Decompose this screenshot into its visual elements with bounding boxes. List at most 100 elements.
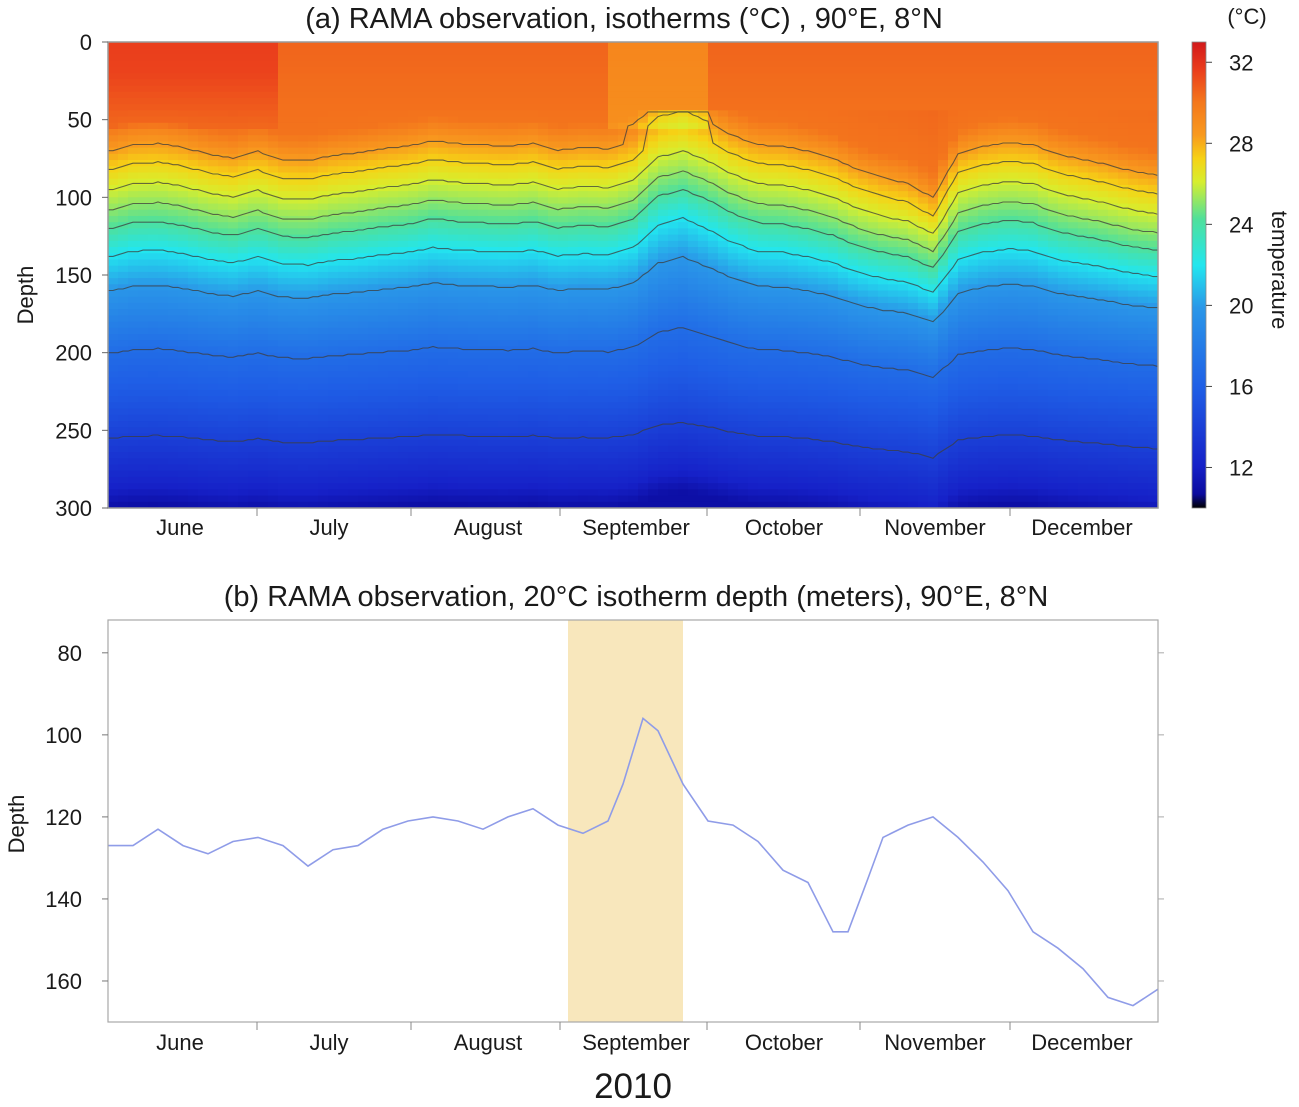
heatmap-cell	[428, 489, 439, 497]
heatmap-cell	[238, 110, 249, 118]
heatmap-cell	[768, 160, 779, 167]
heatmap-cell	[278, 402, 289, 410]
heatmap-cell	[678, 483, 689, 490]
heatmap-cell	[108, 184, 119, 192]
heatmap-cell	[528, 309, 539, 316]
heatmap-cell	[768, 135, 779, 143]
heatmap-cell	[628, 104, 639, 111]
heatmap-cell	[188, 433, 199, 441]
heatmap-cell	[248, 483, 259, 490]
heatmap-cell	[308, 54, 319, 62]
heatmap-cell	[498, 166, 509, 174]
heatmap-cell	[348, 153, 359, 161]
heatmap-cell	[268, 470, 279, 478]
heatmap-cell	[768, 259, 779, 267]
heatmap-cell	[398, 110, 409, 118]
heatmap-cell	[368, 110, 379, 118]
heatmap-cell	[618, 122, 629, 130]
heatmap-cell	[248, 209, 259, 217]
heatmap-cell	[458, 166, 469, 174]
heatmap-cell	[448, 222, 459, 229]
heatmap-cell	[358, 79, 369, 87]
heatmap-cell	[358, 178, 369, 186]
heatmap-cell	[578, 296, 589, 304]
heatmap-cell	[488, 259, 499, 267]
heatmap-cell	[168, 464, 179, 472]
heatmap-cell	[418, 340, 429, 348]
heatmap-cell	[488, 166, 499, 174]
heatmap-cell	[398, 476, 409, 484]
heatmap-cell	[638, 321, 649, 329]
heatmap-cell	[388, 334, 399, 341]
heatmap-cell	[268, 495, 279, 503]
heatmap-cell	[508, 184, 519, 192]
heatmap-cell	[128, 501, 139, 508]
heatmap-cell	[128, 122, 139, 130]
heatmap-cell	[218, 377, 229, 385]
heatmap-cell	[588, 445, 599, 453]
heatmap-cell	[678, 433, 689, 441]
heatmap-cell	[408, 439, 419, 447]
heatmap-cell	[538, 483, 549, 490]
heatmap-cell	[338, 259, 349, 267]
heatmap-cell	[468, 228, 479, 236]
heatmap-cell	[648, 222, 659, 229]
heatmap-cell	[308, 197, 319, 205]
heatmap-cell	[748, 234, 759, 242]
heatmap-cell	[428, 240, 439, 248]
heatmap-cell	[418, 191, 429, 198]
heatmap-cell	[658, 414, 669, 422]
heatmap-cell	[548, 54, 559, 62]
heatmap-cell	[138, 122, 149, 130]
heatmap-cell	[308, 48, 319, 56]
heatmap-cell	[508, 501, 519, 508]
heatmap-cell	[468, 85, 479, 93]
heatmap-cell	[458, 203, 469, 211]
heatmap-cell	[398, 271, 409, 279]
heatmap-cell	[238, 334, 249, 341]
heatmap-cell	[638, 389, 649, 397]
heatmap-cell	[558, 489, 569, 497]
heatmap-cell	[508, 371, 519, 379]
heatmap-cell	[658, 166, 669, 174]
heatmap-cell	[498, 296, 509, 304]
heatmap-cell	[258, 135, 269, 143]
heatmap-cell	[268, 79, 279, 87]
heatmap-cell	[358, 160, 369, 167]
heatmap-cell	[558, 247, 569, 254]
heatmap-cell	[348, 309, 359, 316]
heatmap-cell	[598, 296, 609, 304]
heatmap-cell	[328, 483, 339, 490]
heatmap-cell	[338, 222, 349, 229]
heatmap-cell	[188, 476, 199, 484]
heatmap-cell	[468, 184, 479, 192]
heatmap-cell	[528, 377, 539, 385]
heatmap-cell	[618, 476, 629, 484]
heatmap-cell	[248, 302, 259, 310]
heatmap-cell	[158, 178, 169, 186]
heatmap-cell	[508, 309, 519, 316]
heatmap-cell	[288, 247, 299, 254]
heatmap-cell	[728, 85, 739, 93]
heatmap-cell	[698, 228, 709, 236]
heatmap-cell	[148, 315, 159, 323]
heatmap-cell	[208, 54, 219, 62]
heatmap-cell	[628, 396, 639, 403]
heatmap-cell	[418, 73, 429, 80]
heatmap-cell	[118, 48, 129, 56]
heatmap-cell	[188, 396, 199, 403]
heatmap-cell	[508, 278, 519, 285]
heatmap-cell	[578, 247, 589, 254]
heatmap-cell	[648, 85, 659, 93]
heatmap-cell	[118, 290, 129, 298]
heatmap-cell	[578, 153, 589, 161]
heatmap-cell	[478, 97, 489, 105]
heatmap-cell	[728, 414, 739, 422]
heatmap-cell	[728, 240, 739, 248]
heatmap-cell	[668, 346, 679, 354]
heatmap-cell	[278, 445, 289, 453]
heatmap-cell	[678, 228, 689, 236]
heatmap-cell	[248, 445, 259, 453]
heatmap-cell	[428, 458, 439, 466]
heatmap-cell	[668, 439, 679, 447]
